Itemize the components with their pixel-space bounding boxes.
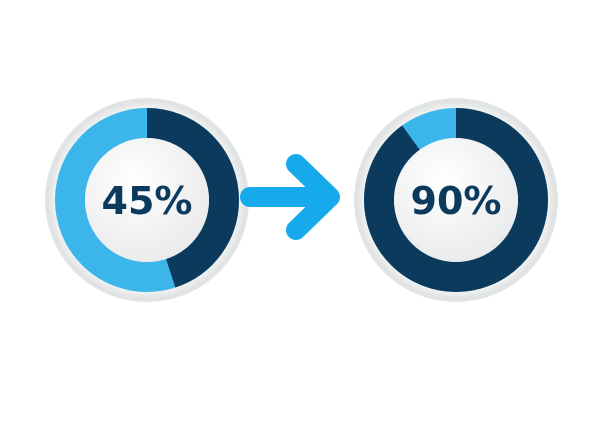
gauge-after-center bbox=[394, 138, 518, 262]
gauge-before-fill bbox=[55, 108, 239, 292]
gauge-after-fill bbox=[364, 108, 548, 292]
gauge-before-percent-label: 45% bbox=[102, 179, 193, 223]
gauge-before-center bbox=[85, 138, 209, 262]
gauge-before: 45% bbox=[45, 98, 249, 302]
arrow-right-icon bbox=[240, 154, 340, 240]
gauge-after-percent-label: 90% bbox=[411, 179, 502, 223]
gauge-after: 90% bbox=[354, 98, 558, 302]
